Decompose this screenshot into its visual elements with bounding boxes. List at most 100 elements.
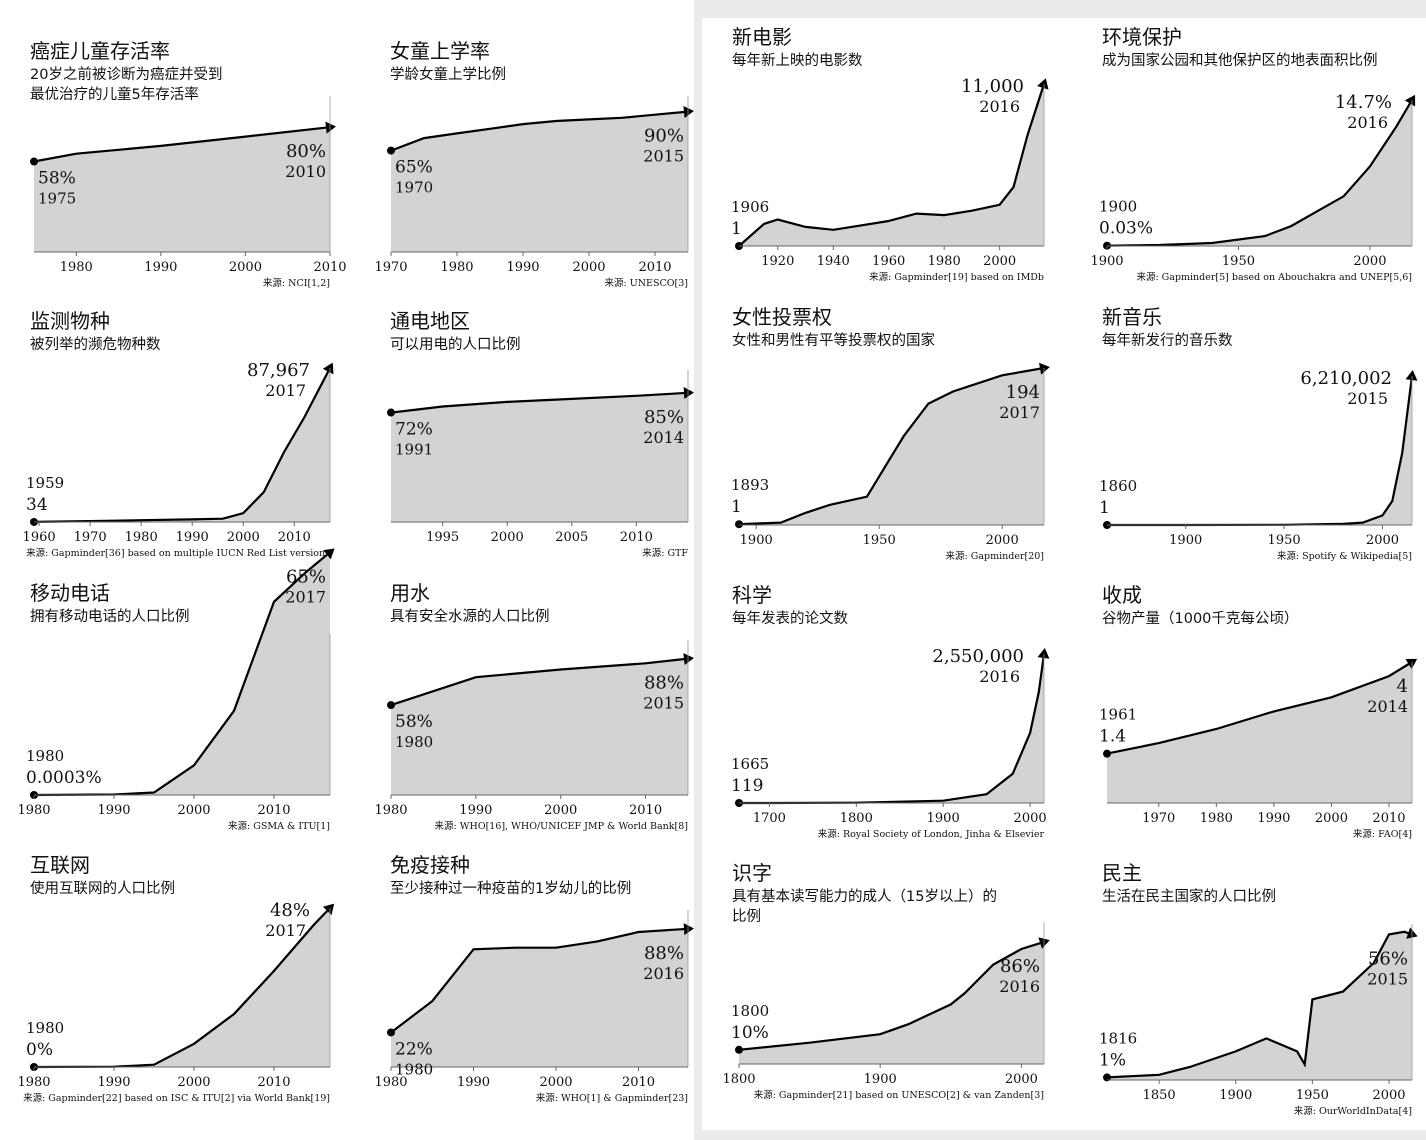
source-note: 来源: GTF <box>642 548 688 559</box>
end-year-label: 2017 <box>265 381 306 400</box>
chart-subtitle: 最优治疗的儿童5年存活率 <box>30 85 199 103</box>
x-tick-label: 2000 <box>983 254 1016 269</box>
start-value-label: 10% <box>731 1023 769 1043</box>
source-note: 来源: WHO[16], WHO/UNICEF JMP & World Bank… <box>435 821 688 832</box>
x-tick-label: 2000 <box>986 533 1019 548</box>
start-value-label: 0.0003% <box>26 768 102 788</box>
x-tick-label: 1990 <box>144 260 177 275</box>
x-tick-label: 1970 <box>374 260 407 275</box>
start-value-label: 0% <box>26 1040 53 1060</box>
start-value-label: 65% <box>395 158 433 178</box>
chart-title: 癌症儿童存活率 <box>30 39 170 63</box>
x-tick-label: 1980 <box>1200 811 1233 826</box>
x-tick-label: 2000 <box>1372 1088 1405 1103</box>
x-tick-label: 2000 <box>572 260 605 275</box>
x-tick-label: 2000 <box>539 1075 572 1090</box>
source-note: 来源: Gapminder[36] based on multiple IUCN… <box>26 548 330 559</box>
chart-title: 监测物种 <box>30 309 110 333</box>
arrow-head <box>1037 648 1050 659</box>
series-line <box>1106 930 1413 1079</box>
x-tick-label: 2000 <box>1315 811 1348 826</box>
end-year-label: 2016 <box>999 977 1040 996</box>
x-tick-label: 2010 <box>278 530 311 545</box>
area-fill <box>391 928 688 1067</box>
start-year-label: 1959 <box>26 474 64 492</box>
x-tick-label: 1950 <box>863 533 896 548</box>
chart-subtitle: 被列举的濒危物种数 <box>30 336 161 353</box>
chart-subtitle: 生活在民主国家的人口比例 <box>1102 888 1276 905</box>
x-tick-label: 2000 <box>1366 533 1399 548</box>
start-year-label: 1816 <box>1099 1029 1137 1047</box>
x-tick-label: 2000 <box>1014 811 1047 826</box>
arrow-head <box>683 923 694 936</box>
end-year-label: 2017 <box>265 921 306 940</box>
series-line <box>390 657 689 707</box>
start-year-label: 1800 <box>731 1002 769 1020</box>
start-value-label: 119 <box>731 776 763 796</box>
x-tick-label: 2000 <box>1353 254 1386 269</box>
chart-title: 民主 <box>1102 861 1142 885</box>
x-tick-label: 1980 <box>374 1075 407 1090</box>
area-fill <box>34 552 330 795</box>
start-year-label: 1980 <box>26 1019 64 1037</box>
start-point <box>735 520 743 529</box>
x-tick-label: 1800 <box>840 811 873 826</box>
start-point <box>387 701 395 710</box>
start-year-label: 1961 <box>1099 706 1137 724</box>
start-value-label: 1% <box>1099 1050 1126 1070</box>
chart-subtitle: 拥有移动电话的人口比例 <box>30 608 190 625</box>
source-note: 来源: GSMA & ITU[1] <box>228 821 330 832</box>
end-value-label: 65% <box>286 566 326 587</box>
end-year-label: 2015 <box>1367 969 1408 988</box>
chart-subtitle: 可以用电的人口比例 <box>390 336 521 353</box>
start-point <box>387 146 395 155</box>
x-tick-label: 2005 <box>555 530 588 545</box>
start-value-label: 1.4 <box>1099 727 1126 747</box>
area-fill <box>34 368 330 522</box>
end-value-label: 80% <box>286 141 326 162</box>
x-tick-label: 1990 <box>1257 811 1290 826</box>
x-tick-label: 2000 <box>177 803 210 818</box>
x-tick-label: 1700 <box>753 811 786 826</box>
x-tick-label: 1980 <box>60 260 93 275</box>
chart-subtitle: 谷物产量（1000千克每公顷） <box>1102 610 1298 627</box>
end-value-label: 6,210,002 <box>1300 368 1392 389</box>
end-value-label: 90% <box>644 126 684 147</box>
end-year-label: 2015 <box>643 147 684 166</box>
x-tick-label: 1990 <box>457 1075 490 1090</box>
end-value-label: 87,967 <box>247 360 310 381</box>
x-tick-label: 1900 <box>740 533 773 548</box>
x-tick-label: 1990 <box>506 260 539 275</box>
chart-title: 女性投票权 <box>732 305 832 329</box>
source-note: 来源: FAO[4] <box>1353 829 1412 840</box>
x-tick-label: 1950 <box>1268 533 1301 548</box>
series-line <box>33 551 331 797</box>
x-tick-label: 2010 <box>629 803 662 818</box>
x-tick-label: 1900 <box>1219 1088 1252 1103</box>
end-value-label: 194 <box>1006 382 1040 403</box>
arrow-head <box>683 387 694 400</box>
arrow-head <box>325 121 336 134</box>
x-tick-label: 2000 <box>491 530 524 545</box>
end-value-label: 88% <box>644 673 684 694</box>
arrow-head <box>1039 362 1050 375</box>
arrow-head <box>322 903 335 916</box>
chart-subtitle: 20岁之前被诊断为癌症并受到 <box>30 66 222 83</box>
chart-title: 新电影 <box>732 25 792 49</box>
area-fill <box>1107 100 1412 246</box>
start-value-label: 72% <box>395 420 433 440</box>
chart-title: 女童上学率 <box>390 39 490 63</box>
series-line <box>738 940 1045 1051</box>
x-tick-label: 2010 <box>638 260 671 275</box>
x-tick-label: 1980 <box>374 803 407 818</box>
start-year-label: 1900 <box>1099 198 1137 216</box>
x-tick-label: 2000 <box>177 1075 210 1090</box>
x-tick-label: 1980 <box>17 1075 50 1090</box>
source-note: 来源: Gapminder[19] based on IMDb <box>869 272 1044 283</box>
start-year-label: 1665 <box>731 755 769 773</box>
end-value-label: 88% <box>644 943 684 964</box>
